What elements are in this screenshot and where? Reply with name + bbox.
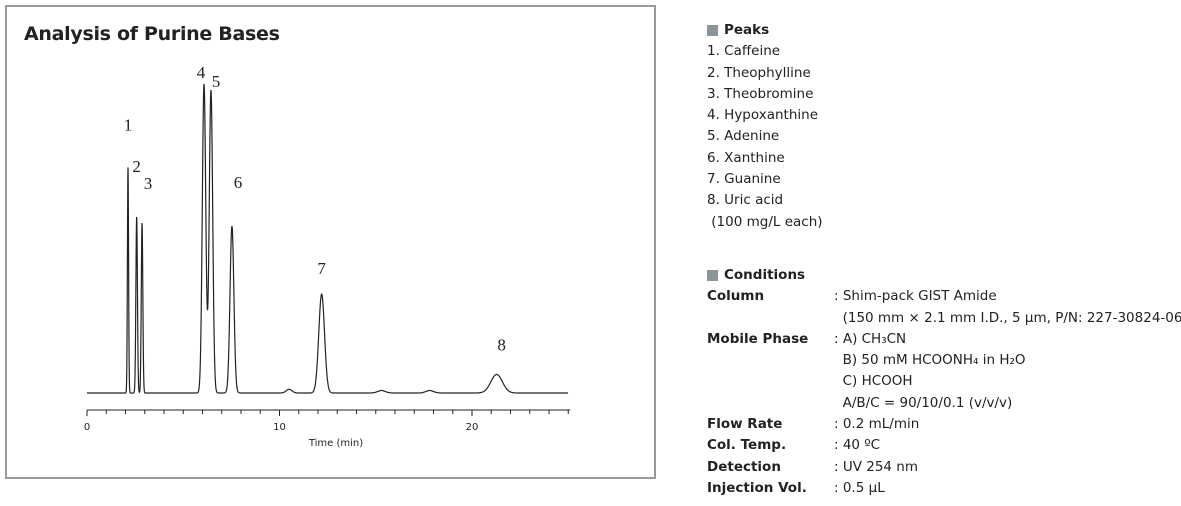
chromatogram-trace	[87, 83, 569, 394]
condition-value: : 40 ºC	[834, 437, 881, 454]
peak-label: 5	[212, 72, 221, 91]
conditions-header-text: Conditions	[724, 267, 806, 283]
peaks-header: Peaks	[707, 20, 823, 41]
condition-value: C) HCOOH	[834, 373, 913, 390]
peaks-panel: Peaks 1. Caffeine 2. Theophylline 3. Theob…	[707, 20, 823, 233]
condition-label: Mobile Phase	[707, 330, 809, 347]
peak-list-item: 2. Theophylline	[707, 64, 811, 81]
condition-row: B) 50 mM HCOONH₄ in H₂O	[707, 350, 1181, 371]
condition-row: Detection : UV 254 nm	[707, 457, 1181, 478]
condition-label: Injection Vol.	[707, 479, 807, 496]
x-axis-label: Time (min)	[308, 438, 363, 449]
condition-row: Mobile Phase : A) CH₃CN	[707, 329, 1181, 350]
condition-label: Column	[707, 288, 765, 305]
peak-label: 2	[132, 157, 141, 176]
condition-row: (150 mm × 2.1 mm I.D., 5 µm, P/N: 227-30…	[707, 308, 1181, 329]
condition-value: : 0.5 µL	[834, 479, 885, 496]
condition-row: Flow Rate : 0.2 mL/min	[707, 414, 1181, 435]
peak-label: 6	[234, 173, 243, 192]
peak-label: 7	[317, 259, 326, 278]
condition-value: : Shim-pack GIST Amide	[834, 288, 997, 305]
x-tick-label: 20	[466, 422, 479, 433]
peak-label: 3	[144, 174, 153, 193]
chromatogram-panel: Analysis of Purine Bases	[5, 5, 656, 479]
peak-list-item: 4. Hypoxanthine	[707, 107, 819, 124]
condition-value: : UV 254 nm	[834, 458, 919, 475]
peak-list-item: 3. Theobromine	[707, 85, 814, 102]
condition-value: A/B/C = 90/10/0.1 (v/v/v)	[834, 394, 1013, 411]
peak-label: 4	[197, 63, 206, 82]
x-tick-label: 0	[84, 422, 90, 433]
peak-label: 8	[497, 335, 506, 354]
peak-list-item: 6. Xanthine	[707, 149, 785, 166]
condition-row: Column : Shim-pack GIST Amide	[707, 286, 1181, 307]
peak-list-item: 8. Uric acid	[707, 192, 784, 209]
conditions-panel: Conditions Column: Shim-pack GIST Amide …	[707, 265, 1181, 499]
condition-value: B) 50 mM HCOONH₄ in H₂O	[834, 352, 1026, 369]
square-bullet-icon	[707, 25, 718, 37]
condition-label: Flow Rate	[707, 416, 783, 433]
peaks-header-text: Peaks	[724, 22, 770, 38]
peak-list-item: 1. Caffeine	[707, 43, 781, 60]
peak-label: 1	[124, 115, 133, 134]
x-tick-label: 10	[273, 422, 286, 433]
condition-row: A/B/C = 90/10/0.1 (v/v/v)	[707, 393, 1181, 414]
peak-list-item: 5. Adenine	[707, 128, 780, 145]
condition-value: (150 mm × 2.1 mm I.D., 5 µm, P/N: 227-30…	[834, 309, 1181, 326]
peaks-note: (100 mg/L each)	[707, 213, 823, 230]
square-bullet-icon	[707, 270, 718, 282]
condition-value: : 0.2 mL/min	[834, 416, 920, 433]
condition-label	[707, 308, 834, 329]
condition-row: Col. Temp. : 40 ºC	[707, 435, 1181, 456]
condition-label	[707, 371, 834, 392]
peak-list-item: 7. Guanine	[707, 171, 781, 188]
condition-label	[707, 393, 834, 414]
condition-label: Col. Temp.	[707, 437, 787, 454]
condition-row: Injection Vol. : 0.5 µL	[707, 478, 1181, 499]
condition-row: C) HCOOH	[707, 371, 1181, 392]
condition-label: Detection	[707, 458, 781, 475]
conditions-header: Conditions	[707, 265, 1181, 286]
condition-label	[707, 350, 834, 371]
chart-title: Analysis of Purine Bases	[24, 23, 280, 45]
condition-value: : A) CH₃CN	[834, 330, 907, 347]
